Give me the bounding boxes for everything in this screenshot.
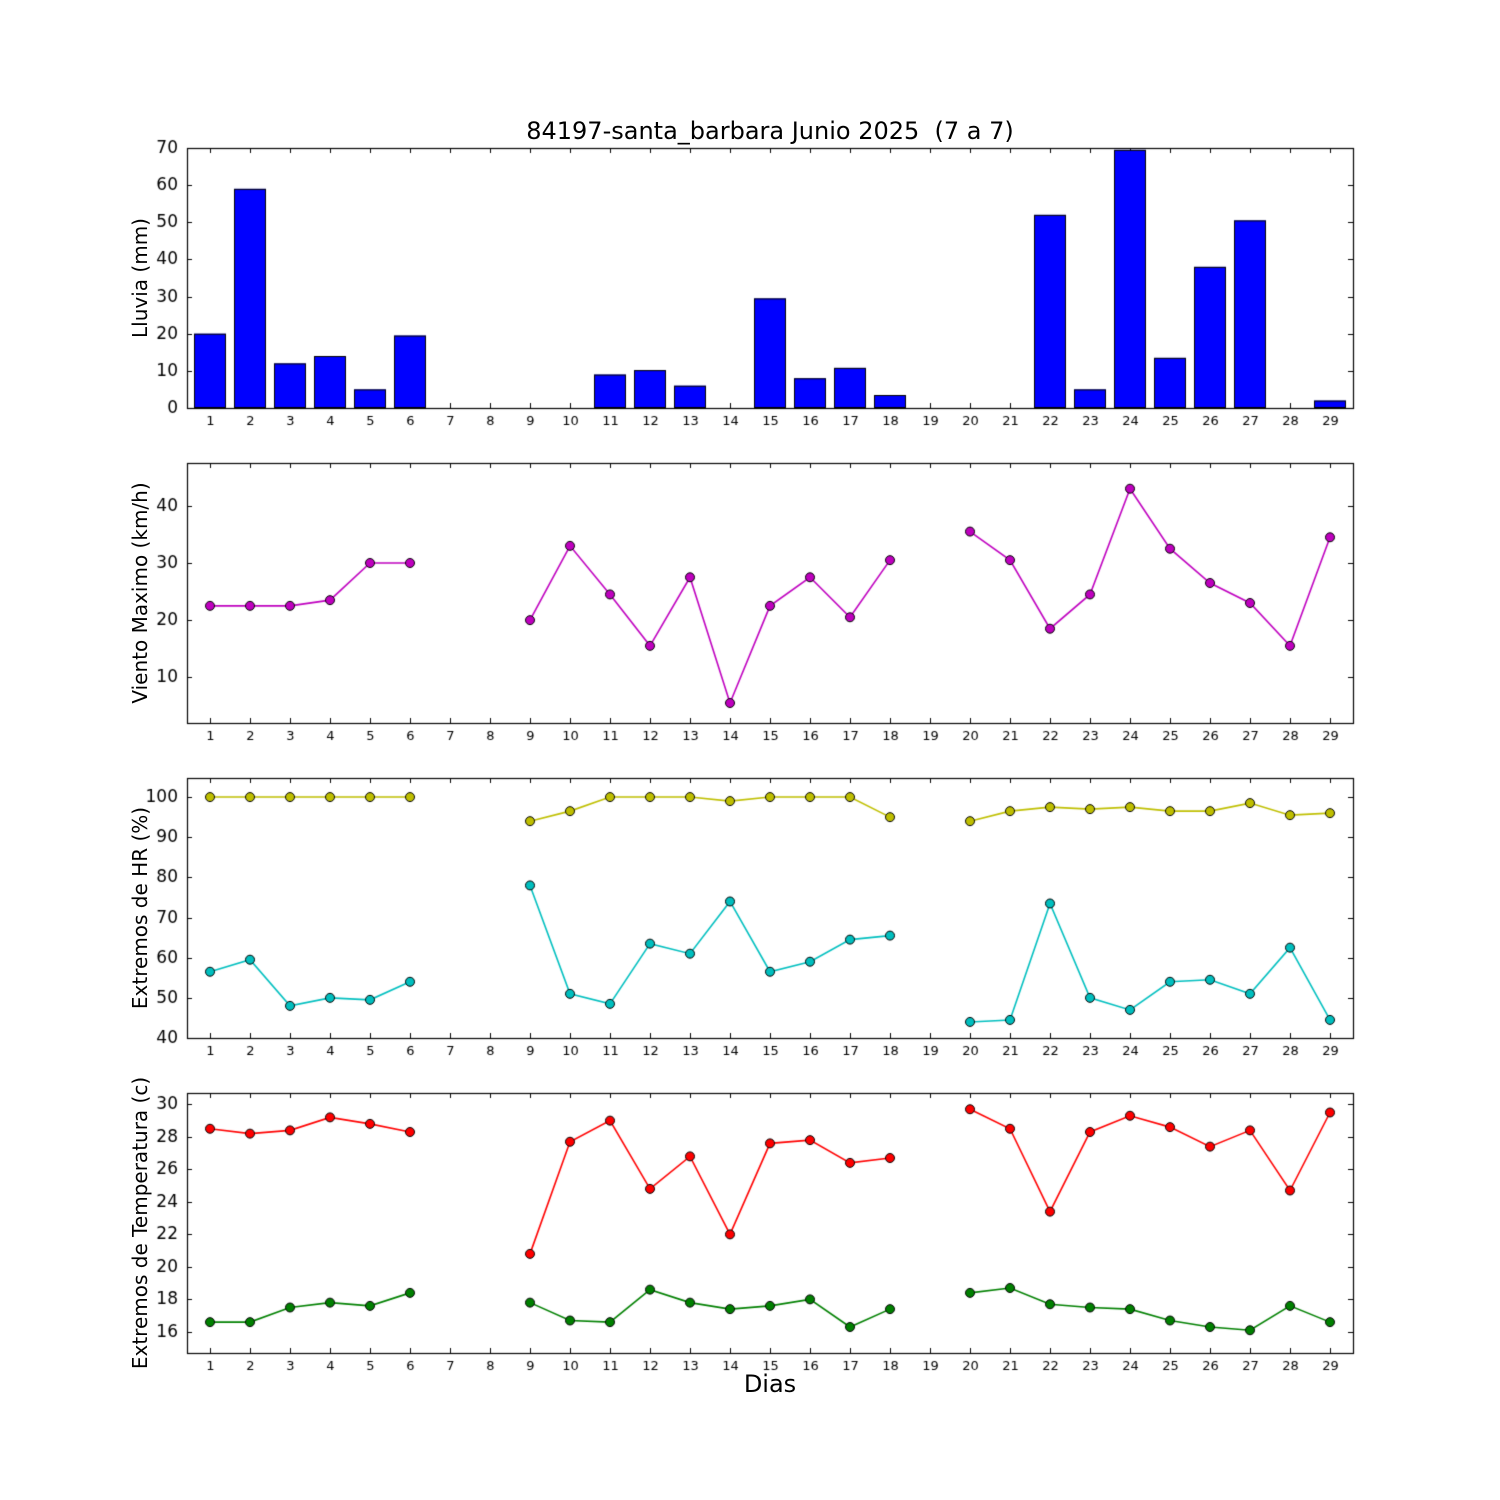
ylabel-viento-maximo-text: Viento Maximo (km/h) [128, 482, 152, 704]
ylabel-lluvia-text: Lluvia (mm) [128, 218, 152, 338]
figure-title: 84197-santa_barbara Junio 2025 (7 a 7) [526, 117, 1014, 145]
ylabel-extremos-hr-text: Extremos de HR (%) [128, 806, 152, 1010]
xlabel-dias: Dias [743, 1370, 797, 1398]
ylabel-extremos-temperatura-text: Extremos de Temperatura (c) [128, 1076, 152, 1370]
